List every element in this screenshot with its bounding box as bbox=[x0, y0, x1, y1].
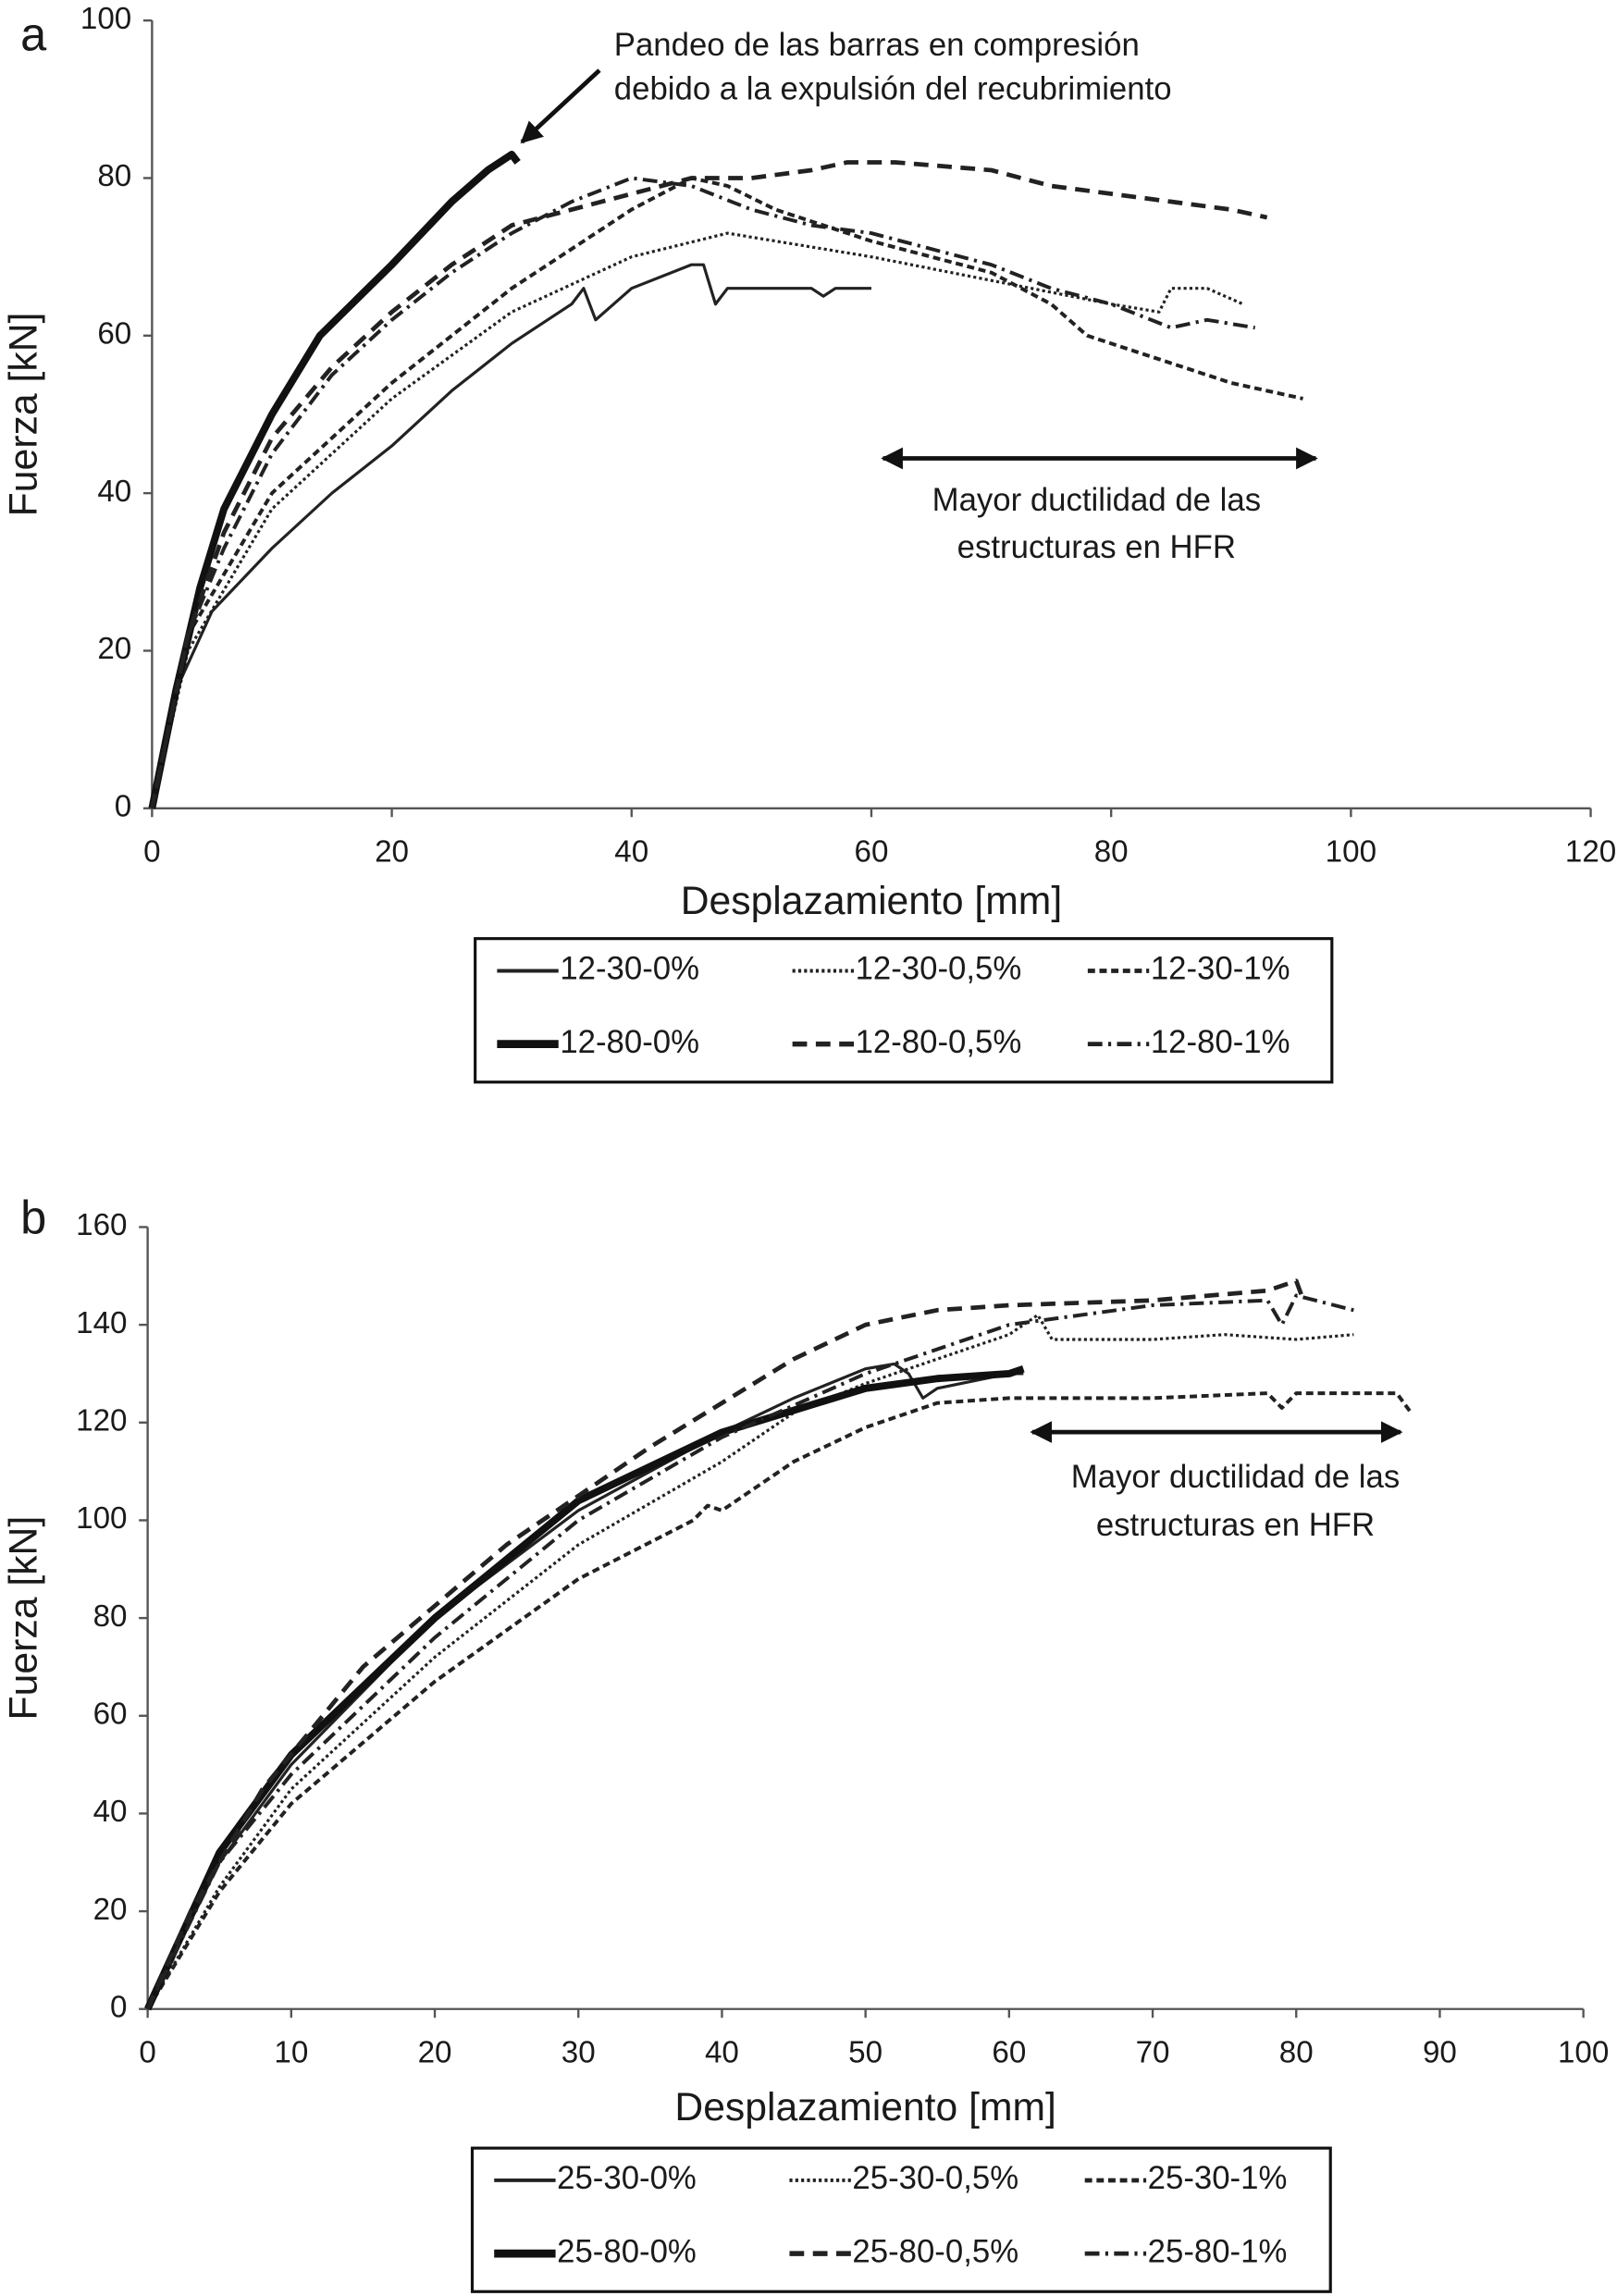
legend-box bbox=[474, 937, 1334, 1084]
y-tick-label: 60 bbox=[97, 317, 131, 352]
series-line bbox=[150, 263, 871, 809]
legend-label: 12-80-1% bbox=[1151, 1025, 1290, 1060]
x-tick-label: 10 bbox=[274, 2036, 308, 2070]
series-line bbox=[146, 1313, 1354, 2010]
y-tick-label: 0 bbox=[115, 790, 131, 824]
y-tick-label: 140 bbox=[76, 1306, 127, 1340]
annotation-arrow bbox=[520, 68, 601, 144]
series-line bbox=[148, 150, 521, 809]
annotation: estructuras en HFR bbox=[957, 530, 1236, 565]
y-tick-label: 120 bbox=[76, 1404, 127, 1438]
annotation: Mayor ductilidad de las bbox=[1071, 1460, 1400, 1495]
panel-label: b bbox=[20, 1191, 46, 1243]
x-tick-label: 70 bbox=[1136, 2036, 1170, 2070]
y-tick-label: 80 bbox=[93, 1599, 128, 1634]
series-line bbox=[150, 160, 1268, 809]
x-tick-label: 0 bbox=[139, 2036, 155, 2070]
legend-label: 25-80-0% bbox=[557, 2234, 697, 2269]
legend-label: 12-30-0% bbox=[560, 952, 699, 987]
legend-label: 12-30-1% bbox=[1151, 952, 1290, 987]
legend-label: 25-30-0,5% bbox=[852, 2161, 1018, 2196]
series-line bbox=[144, 1364, 1025, 2011]
y-tick-label: 40 bbox=[97, 475, 131, 509]
x-tick-label: 90 bbox=[1423, 2036, 1457, 2070]
x-tick-label: 30 bbox=[562, 2036, 596, 2070]
legend-box bbox=[470, 2146, 1332, 2293]
y-tick-label: 160 bbox=[76, 1208, 127, 1242]
y-axis-label: Fuerza [kN] bbox=[2, 1516, 46, 1721]
x-tick-label: 40 bbox=[705, 2036, 739, 2070]
y-tick-label: 0 bbox=[110, 1991, 127, 2025]
legend-label: 12-80-0% bbox=[560, 1025, 699, 1060]
annotation: estructuras en HFR bbox=[1096, 1508, 1375, 1543]
y-tick-label: 100 bbox=[80, 2, 131, 36]
series-line bbox=[146, 1362, 1024, 2010]
series-line bbox=[145, 1278, 1306, 2010]
x-tick-label: 120 bbox=[1565, 835, 1616, 870]
legend-label: 25-80-0,5% bbox=[852, 2234, 1018, 2269]
y-tick-label: 60 bbox=[93, 1697, 128, 1732]
series-line bbox=[145, 1391, 1413, 2010]
x-tick-label: 0 bbox=[143, 835, 160, 870]
y-tick-label: 100 bbox=[76, 1501, 127, 1536]
x-tick-label: 60 bbox=[992, 2036, 1026, 2070]
annotation: Mayor ductilidad de las bbox=[932, 483, 1261, 518]
legend-label: 25-80-1% bbox=[1148, 2234, 1288, 2269]
x-tick-label: 60 bbox=[855, 835, 889, 870]
y-tick-label: 20 bbox=[93, 1893, 128, 1927]
legend-label: 12-30-0,5% bbox=[856, 952, 1022, 987]
x-tick-label: 20 bbox=[418, 2036, 452, 2070]
legend-label: 25-30-1% bbox=[1148, 2161, 1288, 2196]
panel-label: a bbox=[20, 8, 47, 61]
x-tick-label: 100 bbox=[1326, 835, 1376, 870]
chart: b 0 20 40 60 80 100 120 140 160 0 10 20 30 40 50 60 70 80 9… bbox=[2, 1191, 1609, 2293]
chart: a 0 20 40 60 80 100 0 20 40 60 80 100 120 Desplazamien… bbox=[2, 2, 1616, 1084]
x-tick-label: 50 bbox=[848, 2036, 883, 2070]
annotation: debido a la expulsión del recubrimiento bbox=[614, 71, 1172, 106]
y-tick-label: 20 bbox=[97, 632, 131, 666]
legend-label: 12-80-0,5% bbox=[856, 1025, 1022, 1060]
y-tick-label: 80 bbox=[97, 159, 131, 193]
x-tick-label: 80 bbox=[1094, 835, 1129, 870]
x-axis-label: Desplazamiento [mm] bbox=[681, 879, 1062, 923]
series-line bbox=[150, 176, 1303, 809]
series-line bbox=[145, 1293, 1354, 2010]
x-tick-label: 40 bbox=[614, 835, 648, 870]
y-tick-label: 40 bbox=[93, 1795, 128, 1829]
legend-label: 25-30-0% bbox=[557, 2161, 697, 2196]
series-line bbox=[150, 231, 1244, 809]
x-tick-label: 100 bbox=[1558, 2036, 1609, 2070]
annotation: Pandeo de las barras en compresión bbox=[614, 28, 1140, 63]
y-axis-label: Fuerza [kN] bbox=[2, 313, 46, 517]
x-tick-label: 20 bbox=[375, 835, 409, 870]
x-axis-label: Desplazamiento [mm] bbox=[674, 2085, 1055, 2129]
x-tick-label: 80 bbox=[1279, 2036, 1314, 2070]
